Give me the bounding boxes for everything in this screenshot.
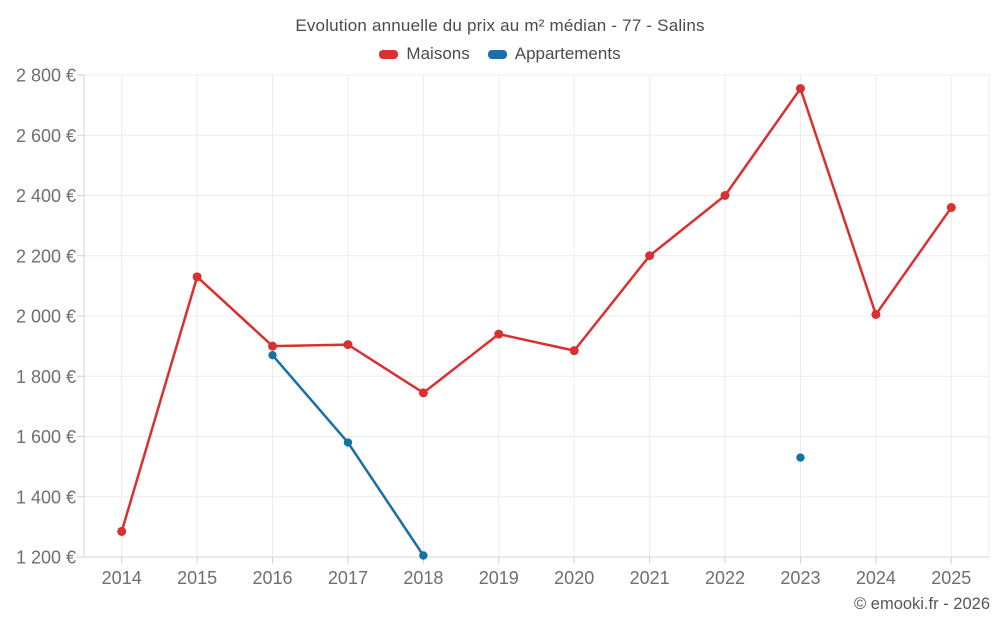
legend-item-appartements[interactable]: Appartements — [487, 44, 621, 64]
data-point-appartements-2016 — [268, 350, 277, 360]
legend-label-maisons: Maisons — [406, 44, 470, 63]
data-point-appartements-2018 — [419, 551, 428, 560]
data-point-appartements-2023 — [796, 453, 805, 462]
y-axis-label: 2 600 € — [16, 126, 76, 146]
x-axis-label: 2021 — [630, 568, 670, 588]
x-axis-label: 2017 — [328, 568, 368, 588]
data-point-maisons-2015 — [192, 272, 202, 282]
x-axis-label: 2019 — [479, 568, 519, 588]
chart-title: Evolution annuelle du prix au m² médian … — [295, 16, 705, 35]
legend-label-appartements: Appartements — [514, 44, 621, 63]
data-point-maisons-2024 — [871, 309, 881, 319]
y-axis-label: 1 800 € — [16, 367, 76, 387]
x-axis-label: 2014 — [102, 568, 142, 588]
appartements-swatch-icon — [487, 49, 507, 59]
x-axis-label: 2020 — [554, 568, 594, 588]
credit-text: © emooki.fr - 2026 — [854, 595, 990, 613]
data-point-maisons-2016 — [268, 341, 278, 351]
data-point-maisons-2023 — [795, 84, 805, 94]
x-axis-label: 2024 — [856, 568, 896, 588]
data-point-maisons-2022 — [720, 191, 730, 200]
data-point-maisons-2025 — [946, 203, 956, 213]
y-axis-label: 2 800 € — [16, 66, 76, 86]
data-point-appartements-2017 — [343, 438, 353, 447]
y-axis-label: 1 600 € — [16, 427, 76, 447]
data-point-maisons-2018 — [418, 388, 428, 398]
data-point-maisons-2020 — [569, 346, 579, 356]
data-point-maisons-2014 — [117, 526, 127, 536]
x-axis-label: 2015 — [177, 568, 217, 588]
x-axis-label: 2023 — [780, 568, 820, 588]
series-line-maisons — [120, 87, 953, 533]
data-point-maisons-2017 — [343, 340, 353, 350]
chart-legend: Maisons Appartements — [0, 44, 1000, 64]
data-point-maisons-2021 — [645, 251, 655, 261]
y-axis-label: 2 400 € — [16, 186, 76, 206]
y-axis-label: 1 400 € — [16, 487, 76, 507]
x-axis-label: 2025 — [931, 568, 971, 588]
maisons-swatch-icon — [379, 49, 399, 59]
data-point-maisons-2019 — [494, 329, 504, 339]
x-axis-label: 2016 — [253, 568, 293, 588]
legend-item-maisons[interactable]: Maisons — [379, 44, 470, 64]
y-axis-label: 1 200 € — [16, 548, 76, 568]
y-axis-label: 2 200 € — [16, 246, 76, 266]
x-axis-label: 2022 — [705, 568, 745, 588]
y-axis-label: 2 000 € — [16, 307, 76, 327]
x-axis-label: 2018 — [403, 568, 443, 588]
